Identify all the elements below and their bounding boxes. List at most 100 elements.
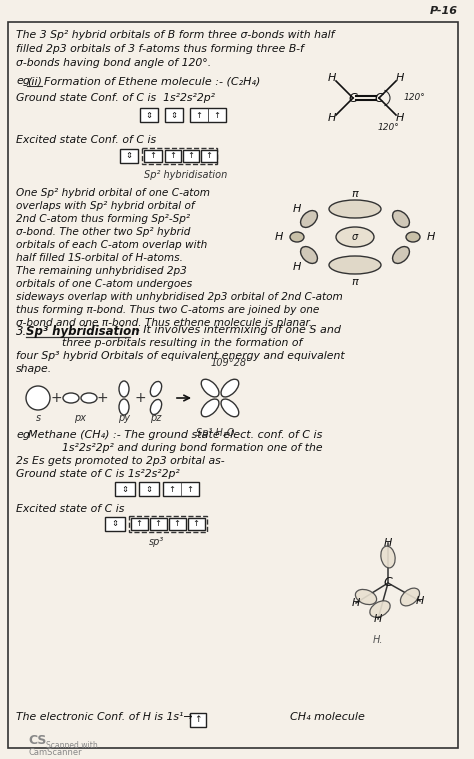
Text: filled 2p3 orbitals of 3 f-atoms thus forming three B-f: filled 2p3 orbitals of 3 f-atoms thus fo… [16, 44, 304, 54]
Text: CS: CS [28, 734, 46, 747]
Text: σ-bond and one π-bond. Thus ethene molecule is planar.: σ-bond and one π-bond. Thus ethene molec… [16, 318, 312, 328]
Ellipse shape [201, 380, 219, 397]
Text: overlaps with Sp² hybrid orbital of: overlaps with Sp² hybrid orbital of [16, 201, 195, 211]
Text: s: s [36, 413, 41, 423]
Ellipse shape [401, 588, 419, 606]
Text: Sp³ H₂O: Sp³ H₂O [196, 428, 234, 438]
Text: half filled 1S-orbital of H-atoms.: half filled 1S-orbital of H-atoms. [16, 253, 183, 263]
Text: ⇕: ⇕ [121, 484, 128, 493]
Text: H: H [396, 113, 404, 123]
Bar [120, 149, 138, 163]
Text: pz: pz [150, 413, 162, 423]
Text: CH₄ molecule: CH₄ molecule [290, 712, 365, 722]
Ellipse shape [301, 247, 318, 263]
Text: +: + [134, 391, 146, 405]
Text: H: H [328, 73, 336, 83]
Bar [105, 517, 125, 531]
Bar [139, 482, 159, 496]
Text: 1s²2s²2p² and during bond formation one of the: 1s²2s²2p² and during bond formation one … [62, 443, 323, 453]
Text: C: C [348, 92, 357, 105]
Text: H: H [328, 113, 336, 123]
Bar [150, 518, 167, 530]
Text: H: H [374, 614, 382, 624]
Ellipse shape [392, 210, 410, 228]
Ellipse shape [356, 590, 377, 605]
Text: four Sp³ hybrid Orbitals of equivalent energy and equivalent: four Sp³ hybrid Orbitals of equivalent e… [16, 351, 345, 361]
Text: The 3 Sp² hybrid orbitals of B form three σ-bonds with half: The 3 Sp² hybrid orbitals of B form thre… [16, 30, 335, 40]
Text: ↑: ↑ [155, 519, 162, 528]
Text: σ: σ [352, 232, 358, 242]
Text: H: H [293, 262, 301, 272]
Text: (ii): (ii) [27, 76, 42, 86]
Text: 120°: 120° [378, 123, 400, 132]
Text: Excited state Conf. of C is: Excited state Conf. of C is [16, 135, 156, 145]
Text: Scanned with: Scanned with [46, 741, 98, 750]
Bar [169, 518, 186, 530]
Bar [142, 148, 217, 164]
Ellipse shape [406, 232, 420, 242]
Ellipse shape [201, 399, 219, 417]
Bar [188, 518, 205, 530]
Bar [165, 150, 181, 162]
Text: py: py [118, 413, 130, 423]
Ellipse shape [290, 232, 304, 242]
Text: π: π [352, 189, 358, 199]
Text: H: H [396, 73, 404, 83]
Text: ⇕: ⇕ [146, 484, 153, 493]
Text: 2nd C-atom thus forming Sp²-Sp²: 2nd C-atom thus forming Sp²-Sp² [16, 214, 190, 224]
Text: H: H [352, 598, 360, 608]
Text: thus forming π-bond. Thus two C-atoms are joined by one: thus forming π-bond. Thus two C-atoms ar… [16, 305, 319, 315]
Text: ↑: ↑ [173, 519, 181, 528]
Bar [163, 482, 199, 496]
Bar [190, 713, 206, 727]
Text: orbitals of one C-atom undergoes: orbitals of one C-atom undergoes [16, 279, 192, 289]
Bar [190, 108, 226, 122]
Text: ⇕: ⇕ [126, 152, 133, 160]
Text: ↑: ↑ [206, 152, 212, 160]
Bar [131, 518, 148, 530]
Text: Sp³ hybridisation: Sp³ hybridisation [26, 325, 140, 338]
Ellipse shape [329, 200, 381, 218]
Ellipse shape [221, 380, 239, 397]
Bar [140, 108, 158, 122]
Text: 2s Es gets promoted to 2p3 orbital as-: 2s Es gets promoted to 2p3 orbital as- [16, 456, 225, 466]
Text: ↑: ↑ [168, 484, 175, 493]
Text: three p-orbitals resulting in the formation of: three p-orbitals resulting in the format… [62, 338, 302, 348]
Ellipse shape [336, 227, 374, 247]
Text: Methane (CH₄) :- The ground state elect. conf. of C is: Methane (CH₄) :- The ground state elect.… [28, 430, 322, 440]
Text: C: C [383, 577, 392, 590]
Text: ↑: ↑ [194, 716, 202, 725]
Text: H: H [416, 596, 424, 606]
Text: 3.: 3. [16, 325, 27, 338]
Text: ⇕: ⇕ [146, 111, 153, 119]
Bar [129, 516, 207, 532]
Text: H.: H. [373, 635, 383, 645]
Ellipse shape [150, 382, 162, 396]
Text: ⇕: ⇕ [111, 519, 118, 528]
Text: ↑: ↑ [149, 152, 156, 160]
Text: orbitals of each C-atom overlap with: orbitals of each C-atom overlap with [16, 240, 207, 250]
Text: Formation of Ethene molecule :- (C₂H₄): Formation of Ethene molecule :- (C₂H₄) [44, 76, 260, 86]
Text: The electronic Conf. of H is 1s¹→: The electronic Conf. of H is 1s¹→ [16, 712, 192, 722]
Bar [201, 150, 217, 162]
Ellipse shape [329, 256, 381, 274]
Text: ↑: ↑ [188, 152, 194, 160]
Ellipse shape [81, 393, 97, 403]
Text: H: H [275, 232, 283, 242]
Text: +: + [50, 391, 62, 405]
Text: Ground state Conf. of C is  1s²2s²2p²: Ground state Conf. of C is 1s²2s²2p² [16, 93, 215, 103]
Text: Sp² hybridisation: Sp² hybridisation [144, 170, 227, 180]
Text: ⇕: ⇕ [171, 111, 177, 119]
Circle shape [26, 386, 50, 410]
Text: sp³: sp³ [149, 537, 164, 547]
Text: C: C [374, 92, 383, 105]
Text: 109°28': 109°28' [210, 358, 249, 368]
Ellipse shape [370, 601, 390, 617]
Text: px: px [74, 413, 86, 423]
Ellipse shape [63, 393, 79, 403]
Text: H: H [384, 538, 392, 548]
Text: 120°: 120° [404, 93, 426, 102]
Text: +: + [96, 391, 108, 405]
Text: σ-bond. The other two Sp² hybrid: σ-bond. The other two Sp² hybrid [16, 227, 191, 237]
Text: ↑: ↑ [136, 519, 143, 528]
